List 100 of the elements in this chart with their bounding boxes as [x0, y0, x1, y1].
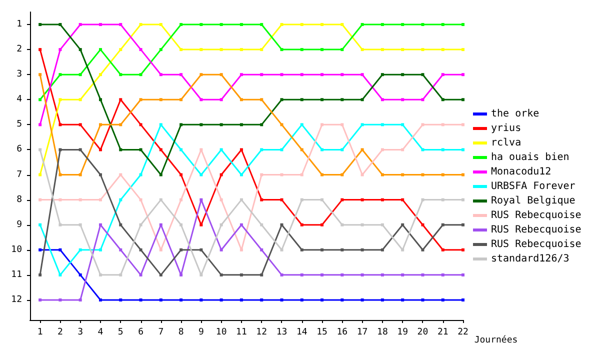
point: [240, 23, 243, 26]
point: [38, 298, 42, 302]
point: [320, 298, 324, 302]
point: [119, 298, 122, 302]
point: [280, 173, 284, 176]
point: [401, 223, 404, 226]
point: [421, 173, 424, 176]
point: [180, 223, 183, 226]
point: [98, 48, 102, 52]
point: [380, 248, 384, 252]
point: [421, 48, 424, 52]
point: [58, 298, 62, 302]
point: [180, 48, 183, 52]
point: [200, 198, 203, 202]
point: [380, 223, 384, 226]
point: [280, 148, 284, 152]
x-tick-label: 20: [417, 328, 428, 338]
point: [139, 123, 142, 126]
point: [421, 248, 424, 252]
point: [260, 248, 264, 252]
point: [401, 148, 404, 152]
point: [180, 73, 183, 76]
point: [139, 73, 142, 76]
point: [441, 23, 444, 26]
point: [441, 123, 444, 126]
x-tick-label: 7: [158, 328, 164, 338]
point: [159, 148, 162, 152]
point: [441, 248, 444, 252]
point: [159, 123, 162, 126]
point: [58, 48, 62, 52]
point: [320, 173, 324, 176]
point: [340, 123, 344, 126]
x-tick-label: 17: [356, 328, 368, 338]
legend-label: Royal Belgique: [491, 196, 576, 206]
point: [58, 248, 62, 252]
point: [462, 23, 464, 26]
point: [200, 248, 203, 252]
point: [98, 98, 102, 102]
point: [340, 23, 344, 26]
point: [38, 148, 42, 152]
point: [159, 198, 162, 202]
point: [78, 123, 82, 126]
point: [58, 23, 62, 26]
point: [280, 123, 284, 126]
point: [441, 148, 444, 152]
point: [260, 123, 264, 126]
legend-label: rclva: [491, 138, 522, 148]
point: [78, 173, 82, 176]
legend-label: the orke: [491, 108, 540, 120]
point: [280, 48, 284, 52]
point: [300, 248, 304, 252]
point: [180, 273, 183, 276]
point: [300, 273, 304, 276]
point: [340, 248, 344, 252]
point: [98, 248, 102, 252]
point: [260, 273, 264, 276]
point: [260, 223, 264, 226]
line-series: [38, 73, 464, 176]
point: [320, 273, 324, 276]
point: [159, 98, 162, 102]
legend-label: ha ouais bien: [491, 152, 570, 163]
x-tick-label: 19: [397, 328, 408, 338]
point: [320, 198, 324, 202]
point: [441, 223, 444, 226]
x-tick-label: 5: [118, 328, 124, 338]
point: [260, 298, 264, 302]
point: [462, 298, 464, 302]
legend-label: RUS Rebecquoise: [491, 224, 582, 236]
point: [180, 23, 183, 26]
point: [240, 148, 243, 152]
point: [462, 148, 464, 152]
point: [401, 123, 404, 126]
point: [360, 73, 364, 76]
point: [98, 273, 102, 276]
point: [260, 198, 264, 202]
point: [380, 173, 384, 176]
point: [159, 223, 162, 226]
point: [38, 23, 42, 26]
point: [441, 48, 444, 52]
point: [98, 173, 102, 176]
x-tick-label: 10: [216, 328, 227, 338]
point: [320, 48, 324, 52]
point: [119, 273, 122, 276]
point: [260, 48, 264, 52]
point: [38, 48, 42, 52]
point: [320, 98, 324, 102]
point: [159, 173, 162, 176]
point: [38, 123, 42, 126]
point: [320, 223, 324, 226]
point: [300, 48, 304, 52]
point: [380, 73, 384, 76]
y-tick-label: 3: [16, 70, 22, 80]
point: [280, 98, 284, 102]
point: [360, 48, 364, 52]
point: [462, 48, 464, 52]
point: [78, 98, 82, 102]
point: [260, 73, 264, 76]
point: [360, 223, 364, 226]
point: [340, 148, 344, 152]
point: [360, 123, 364, 126]
